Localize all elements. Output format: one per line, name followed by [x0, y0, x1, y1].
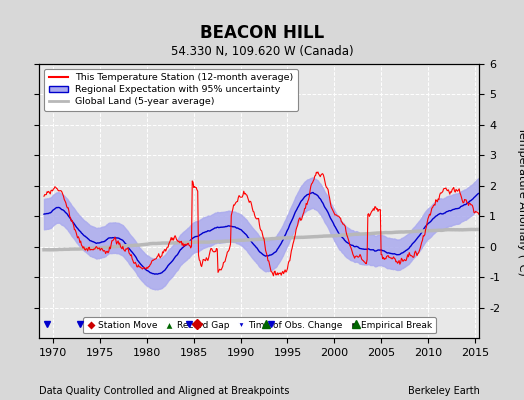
Text: BEACON HILL: BEACON HILL: [200, 24, 324, 42]
Legend: Station Move, Record Gap, Time of Obs. Change, Empirical Break: Station Move, Record Gap, Time of Obs. C…: [83, 317, 436, 334]
Text: 54.330 N, 109.620 W (Canada): 54.330 N, 109.620 W (Canada): [171, 45, 353, 58]
Text: Data Quality Controlled and Aligned at Breakpoints: Data Quality Controlled and Aligned at B…: [39, 386, 290, 396]
Y-axis label: Temperature Anomaly (°C): Temperature Anomaly (°C): [517, 127, 524, 275]
Text: Berkeley Earth: Berkeley Earth: [408, 386, 479, 396]
